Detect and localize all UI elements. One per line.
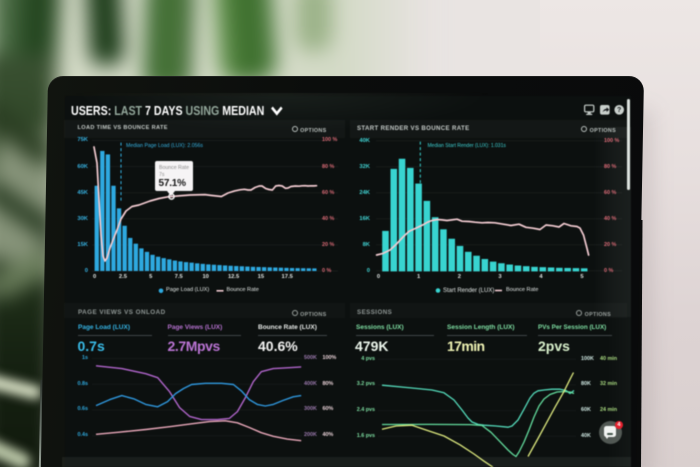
svg-text:?: ?: [617, 107, 621, 114]
